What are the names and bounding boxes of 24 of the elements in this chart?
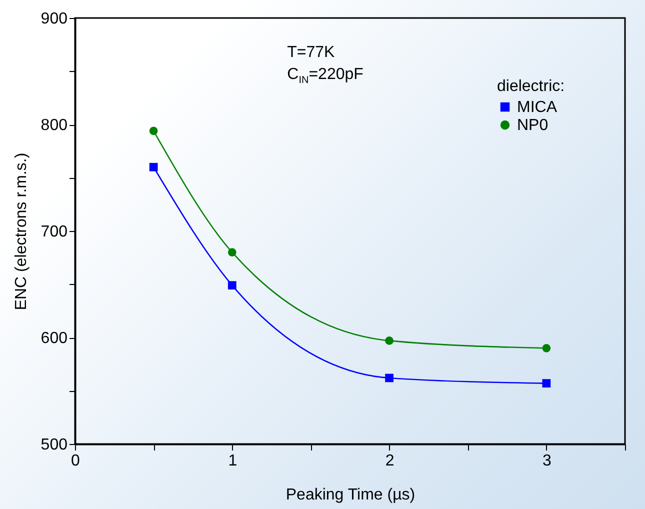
legend-label: NP0	[517, 117, 548, 134]
x-tick-label: 0	[71, 452, 80, 470]
point	[228, 248, 236, 256]
point	[149, 126, 158, 136]
point	[149, 162, 158, 172]
x-tick-label: 3	[542, 452, 552, 470]
point	[385, 336, 394, 345]
y-tick-label: 800	[40, 117, 68, 134]
point	[542, 379, 551, 388]
point	[385, 374, 394, 382]
annotation: C$_{IN}$=220pF	[287, 65, 364, 88]
y-tick-label: 500	[40, 436, 68, 454]
point	[228, 281, 236, 290]
x-axis-title: Peaking Time (µs)	[286, 486, 416, 504]
x-tick-label: 2	[385, 452, 394, 470]
legend-label: MICA	[517, 99, 558, 116]
y-axis-title: ENC (electrons r.m.s.)	[12, 152, 30, 310]
y-tick-label: 900	[40, 10, 68, 28]
x-tick-label: 1	[228, 452, 238, 470]
legend-title: dielectric:	[497, 78, 565, 95]
annotation: T=77K	[287, 43, 336, 63]
y-tick-label: 600	[40, 330, 68, 347]
point	[542, 344, 551, 352]
y-tick-label: 700	[40, 224, 68, 240]
